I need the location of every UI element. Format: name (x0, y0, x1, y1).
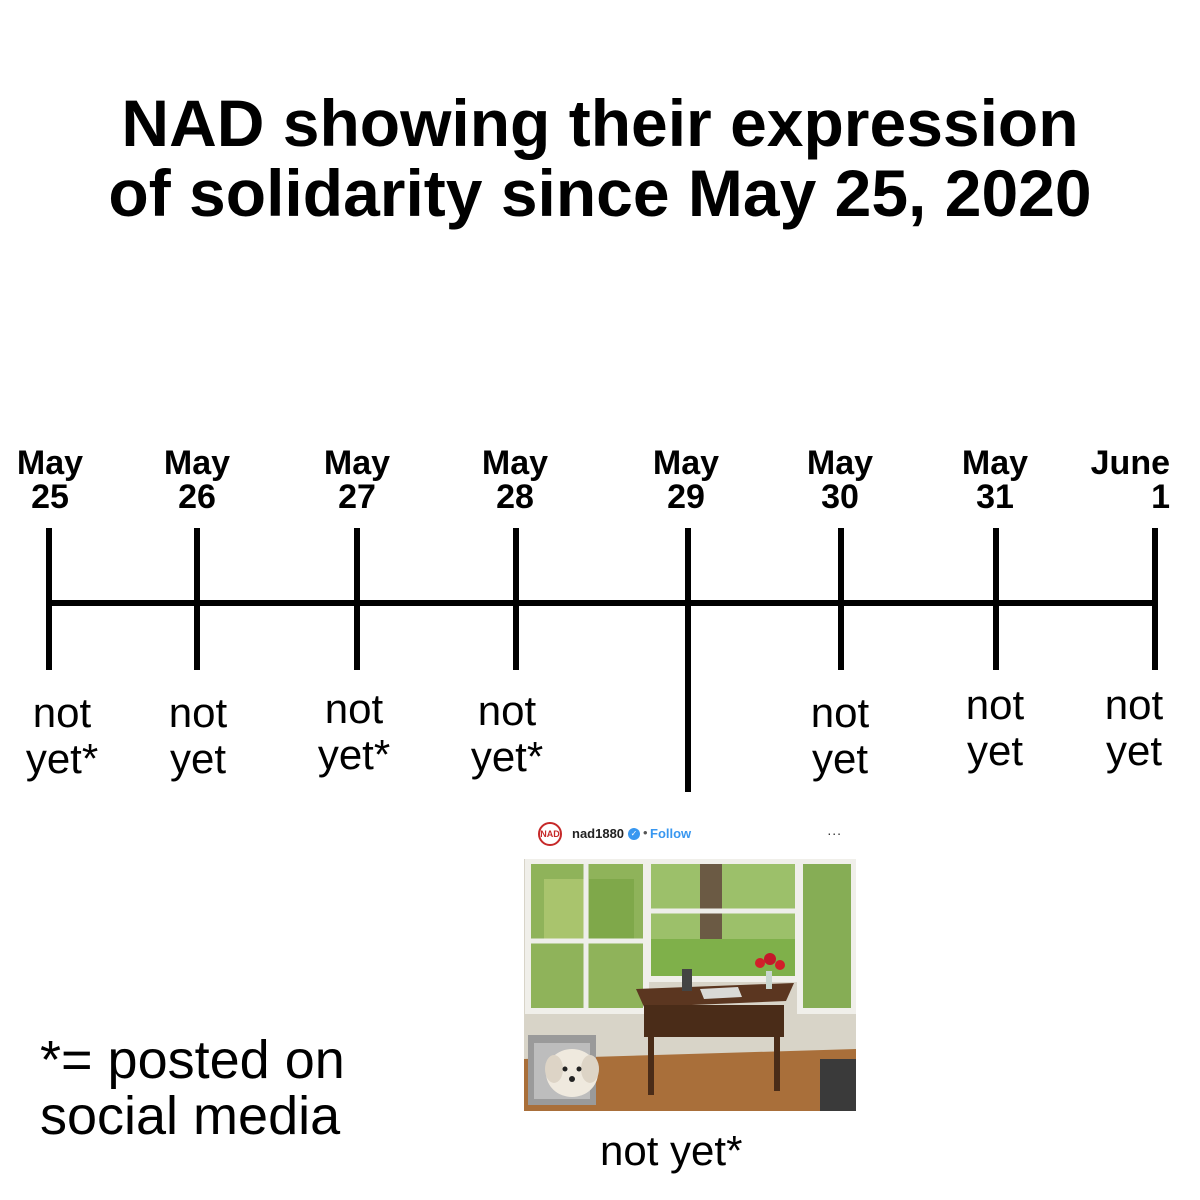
left-window-pane (589, 879, 634, 939)
post-photo (524, 859, 856, 1111)
status-line: yet (811, 735, 869, 782)
status-may-27: not yet* (284, 686, 424, 778)
status-line: yet (966, 727, 1024, 774)
status-line: not (810, 689, 870, 736)
lamp (682, 969, 692, 991)
more-options-icon[interactable]: ... (827, 822, 842, 838)
status-line: yet (169, 735, 227, 782)
flower (775, 960, 785, 970)
table-leg (774, 1031, 780, 1091)
left-window-pane (544, 879, 584, 939)
verified-badge-icon: ✓ (628, 828, 640, 840)
date-may-28: May 28 (455, 446, 575, 514)
date-day: 29 (667, 478, 705, 516)
right-window (800, 861, 854, 1011)
title-line-1: NAD showing their expression (121, 86, 1079, 160)
laptop (700, 987, 742, 999)
date-may-26: May 26 (137, 446, 257, 514)
date-day: 1 (1151, 478, 1170, 516)
date-day: 30 (821, 478, 859, 516)
date-june-1: June 1 (1050, 446, 1170, 514)
date-month: May (652, 444, 720, 482)
date-may-30: May 30 (780, 446, 900, 514)
status-may-30: not yet (770, 690, 910, 782)
date-month: May (961, 444, 1029, 482)
status-line: not (32, 689, 92, 736)
date-day: 26 (178, 478, 216, 516)
dog-eye (576, 1066, 582, 1072)
date-day: 27 (338, 478, 376, 516)
status-may-25: not yet* (0, 690, 132, 782)
date-month: May (163, 444, 231, 482)
post-separator: • (643, 825, 648, 840)
flower (764, 953, 776, 965)
status-line: not (324, 685, 384, 732)
post-username[interactable]: nad1880 (572, 826, 625, 841)
nad-logo-avatar[interactable]: NAD (538, 822, 562, 846)
status-line: yet (1105, 727, 1163, 774)
instagram-post: NAD nad1880 ✓ • Follow ... (524, 814, 856, 1111)
footnote: *= posted on social media (40, 1032, 345, 1144)
date-may-25: May 25 (0, 446, 110, 514)
dark-chair (820, 1059, 856, 1111)
footnote-line: *= posted on (40, 1030, 345, 1090)
date-may-31: May 31 (935, 446, 1055, 514)
date-month: June (1090, 444, 1170, 482)
timeline (46, 528, 1158, 792)
date-day: 25 (31, 478, 69, 516)
status-line: yet* (317, 731, 391, 778)
post-caption: not yet* (600, 1127, 743, 1174)
status-june-1: not yet (1064, 682, 1200, 774)
status-may-31: not yet (925, 682, 1065, 774)
status-line: not (168, 689, 228, 736)
date-month: May (323, 444, 391, 482)
footnote-line: social media (40, 1086, 341, 1146)
table-leg (648, 1035, 654, 1095)
date-month: May (806, 444, 874, 482)
dog-ear (581, 1055, 599, 1083)
dog-ear (545, 1055, 563, 1083)
title-line-2: of solidarity since May 25, 2020 (108, 156, 1092, 230)
wood-floor (524, 1049, 856, 1111)
vase (766, 971, 772, 989)
status-line: not (1104, 681, 1164, 728)
page-title: NAD showing their expression of solidari… (0, 88, 1200, 228)
dog-eye (562, 1066, 568, 1072)
status-line: yet* (470, 733, 544, 780)
date-day: 31 (976, 478, 1014, 516)
date-may-27: May 27 (297, 446, 417, 514)
window-frame (797, 859, 856, 1014)
status-line: not (477, 687, 537, 734)
date-day: 28 (496, 478, 534, 516)
table-apron (644, 1005, 784, 1037)
date-month: May (16, 444, 84, 482)
date-may-29: May 29 (626, 446, 746, 514)
status-line: not (965, 681, 1025, 728)
flower (755, 958, 765, 968)
date-month: May (481, 444, 549, 482)
status-line: yet* (25, 735, 99, 782)
status-may-26: not yet (128, 690, 268, 782)
post-header: NAD nad1880 ✓ • Follow ... (524, 814, 856, 858)
dog-nose (569, 1076, 575, 1082)
follow-button[interactable]: Follow (650, 826, 692, 841)
status-may-28: not yet* (437, 688, 577, 780)
